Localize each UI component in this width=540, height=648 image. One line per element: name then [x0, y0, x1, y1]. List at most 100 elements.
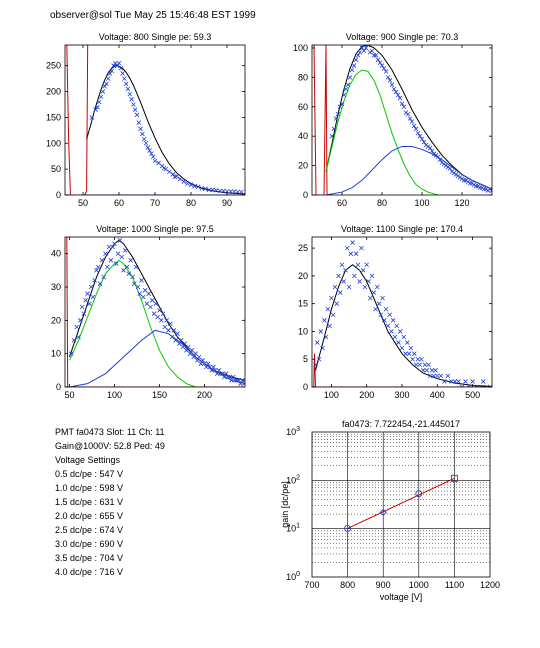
- data-point: [232, 378, 238, 383]
- data-point: [105, 76, 111, 81]
- data-point: [136, 120, 142, 125]
- data-point: [345, 82, 351, 87]
- data-point: [147, 148, 152, 153]
- data-point: [225, 374, 231, 380]
- data-point: [182, 341, 187, 346]
- data-point: [213, 188, 219, 193]
- data-point: [111, 63, 116, 68]
- data-point: [127, 91, 133, 97]
- data-point: [371, 290, 377, 295]
- plot-area: [313, 240, 492, 387]
- voltage-settings-title: Voltage Settings: [55, 455, 121, 465]
- x-tick-label: 60: [337, 198, 347, 208]
- y-tick-label: 10: [298, 326, 308, 336]
- data-point: [231, 374, 236, 380]
- data-point: [223, 371, 229, 376]
- histogram-1000v: Voltage: 1000 Single pe: 97.550 100 150 200…: [51, 224, 246, 400]
- data-point: [110, 244, 115, 250]
- data-point: [105, 264, 110, 270]
- data-point: [410, 356, 415, 362]
- data-point: [93, 107, 98, 112]
- fit-curve-double: [69, 329, 245, 387]
- data-point: [346, 284, 352, 290]
- data-point: [351, 63, 357, 68]
- data-point: [363, 45, 369, 51]
- data-point: [153, 301, 159, 306]
- fit-curve-total: [69, 239, 245, 381]
- data-point: [361, 48, 367, 54]
- data-point: [157, 308, 162, 313]
- data-point: [405, 111, 411, 117]
- x-tick-label: 200: [197, 390, 212, 400]
- data-point: [119, 254, 124, 260]
- data-point: [192, 183, 197, 189]
- data-point: [140, 131, 145, 137]
- data-point: [173, 338, 178, 343]
- data-point: [429, 368, 435, 373]
- x-tick-label: 400: [430, 390, 445, 400]
- data-point: [412, 351, 417, 356]
- x-tick-label: 50: [64, 390, 74, 400]
- data-point: [234, 378, 240, 383]
- data-point: [406, 351, 412, 356]
- data-point: [81, 311, 87, 316]
- data-point: [383, 306, 389, 312]
- data-point: [150, 298, 155, 303]
- data-point: [104, 81, 109, 87]
- data-point: [117, 238, 123, 243]
- data-point: [437, 157, 443, 162]
- data-point: [239, 189, 244, 195]
- data-point: [125, 86, 131, 92]
- data-point: [376, 301, 382, 306]
- data-point: [123, 248, 128, 253]
- data-point: [108, 258, 114, 263]
- y-tick-label: 0: [56, 190, 61, 200]
- data-point: [450, 474, 458, 482]
- data-point: [327, 323, 332, 329]
- data-point: [313, 362, 318, 368]
- plot-title: Voltage: 1100 Single pe: 170.4: [341, 224, 463, 234]
- data-point: [322, 318, 327, 323]
- data-point: [167, 169, 172, 175]
- x-tick-label: 500: [465, 390, 480, 400]
- data-point: [99, 258, 105, 263]
- data-point: [195, 184, 201, 190]
- y-tick-label: 80: [298, 72, 308, 82]
- data-point: [357, 50, 363, 55]
- data-point: [415, 130, 421, 136]
- data-point: [94, 268, 99, 273]
- data-point: [360, 268, 366, 273]
- data-point: [333, 116, 339, 121]
- data-point: [357, 279, 362, 284]
- data-point: [407, 116, 413, 121]
- data-point: [103, 251, 108, 256]
- data-point: [88, 284, 94, 290]
- data-point: [420, 368, 426, 373]
- data-point: [377, 60, 383, 65]
- data-point: [241, 381, 245, 386]
- data-point: [459, 384, 465, 387]
- y-tick-label: 150: [46, 112, 61, 122]
- plot-title: Voltage: 800 Single pe: 59.3: [99, 32, 212, 42]
- data-point: [216, 368, 222, 373]
- x-tick-label: 900: [376, 580, 391, 590]
- data-point: [332, 284, 338, 290]
- y-tick-label: 60: [298, 102, 308, 112]
- data-point: [205, 361, 211, 366]
- data-point: [365, 45, 371, 48]
- data-point: [218, 371, 223, 376]
- data-point: [367, 295, 373, 301]
- data-point: [359, 45, 365, 51]
- data-point: [399, 345, 405, 351]
- data-point: [405, 340, 410, 345]
- voltage-setting: 2.0 dc/pe : 655 V: [55, 511, 124, 521]
- gain-vs-voltage-plot: fa0473: 7.722454,-21.445017 700 800 900 1000…: [280, 419, 500, 602]
- data-point: [489, 188, 492, 193]
- data-point: [189, 348, 195, 353]
- y-tick-label: 101: [286, 523, 300, 534]
- data-point: [177, 341, 182, 346]
- data-point: [180, 344, 186, 350]
- plot-title: Voltage: 1000 Single pe: 97.5: [96, 224, 214, 234]
- data-point: [214, 371, 220, 376]
- data-point: [124, 264, 130, 270]
